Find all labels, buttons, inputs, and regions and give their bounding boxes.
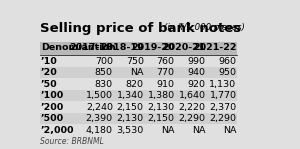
Text: 2,290: 2,290	[178, 114, 206, 123]
Bar	[40, 55, 238, 67]
Text: 700: 700	[95, 57, 113, 66]
Bar	[40, 90, 238, 101]
Text: NA: NA	[130, 68, 144, 77]
Text: 2,370: 2,370	[209, 103, 236, 112]
Text: 2,130: 2,130	[117, 114, 144, 123]
Text: ’200: ’200	[41, 103, 64, 112]
Bar	[40, 112, 238, 124]
Text: ’500: ’500	[41, 114, 64, 123]
Text: NA: NA	[192, 126, 206, 135]
Text: 760: 760	[157, 57, 175, 66]
Text: ’2,000: ’2,000	[41, 126, 74, 135]
Text: 3,530: 3,530	[116, 126, 144, 135]
Text: 770: 770	[157, 68, 175, 77]
Text: 1,500: 1,500	[86, 91, 113, 100]
Bar	[40, 101, 238, 112]
Bar	[40, 124, 238, 135]
Text: 1,340: 1,340	[117, 91, 144, 100]
Text: 2,220: 2,220	[178, 103, 206, 112]
Text: ’20: ’20	[41, 68, 58, 77]
Text: 920: 920	[188, 80, 206, 89]
Text: 2,150: 2,150	[148, 114, 175, 123]
Text: 2017-18: 2017-18	[69, 43, 113, 52]
Text: ’100: ’100	[41, 91, 64, 100]
Text: ’50: ’50	[41, 80, 57, 89]
Text: NA: NA	[161, 126, 175, 135]
Text: 990: 990	[188, 57, 206, 66]
Text: 940: 940	[188, 68, 206, 77]
Bar	[40, 78, 238, 90]
Text: 2,150: 2,150	[117, 103, 144, 112]
Text: 2,390: 2,390	[86, 114, 113, 123]
Text: 1,130: 1,130	[209, 80, 236, 89]
Text: 950: 950	[218, 68, 236, 77]
Text: 4,180: 4,180	[86, 126, 113, 135]
Text: 820: 820	[126, 80, 144, 89]
Text: 960: 960	[218, 57, 236, 66]
Text: 2,240: 2,240	[86, 103, 113, 112]
Text: 2018-19: 2018-19	[100, 43, 144, 52]
Text: ’10: ’10	[41, 57, 58, 66]
Text: 1,640: 1,640	[178, 91, 206, 100]
Text: Selling price of bank notes: Selling price of bank notes	[40, 22, 241, 35]
Text: 750: 750	[126, 57, 144, 66]
Text: 2020-21: 2020-21	[162, 43, 206, 52]
Text: 2,130: 2,130	[148, 103, 175, 112]
Bar	[40, 42, 238, 55]
Text: 2021-22: 2021-22	[193, 43, 236, 52]
Text: (in ₹/1,000 pieces): (in ₹/1,000 pieces)	[164, 23, 245, 32]
Text: 850: 850	[95, 68, 113, 77]
Text: NA: NA	[223, 126, 236, 135]
Text: 1,770: 1,770	[209, 91, 236, 100]
Text: 910: 910	[157, 80, 175, 89]
Text: 2019-20: 2019-20	[131, 43, 175, 52]
Text: 2,290: 2,290	[209, 114, 236, 123]
Text: 1,380: 1,380	[148, 91, 175, 100]
Text: Denomiantion: Denomiantion	[41, 43, 116, 52]
Text: 830: 830	[95, 80, 113, 89]
Text: Source: BRBNML: Source: BRBNML	[40, 137, 104, 146]
Bar	[40, 67, 238, 78]
